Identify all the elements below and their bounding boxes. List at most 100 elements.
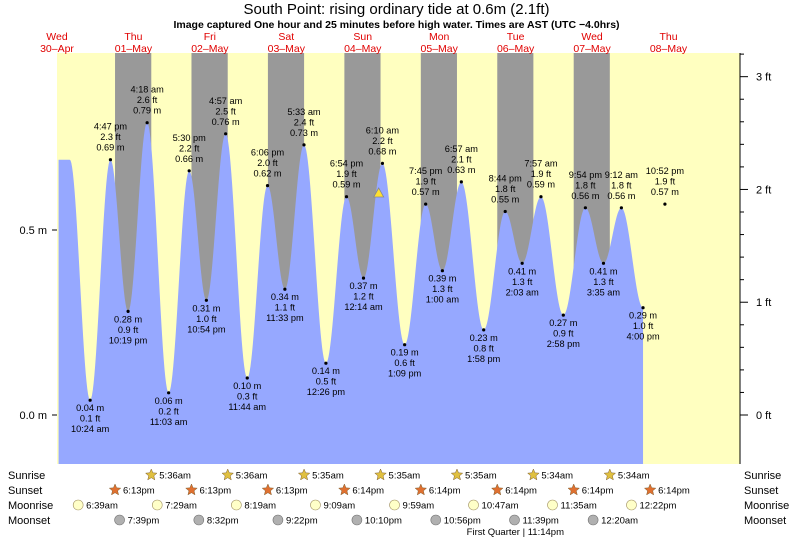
high-tide-label: 2.2 ft [372,136,393,146]
right-axis-label: 1 ft [756,297,771,309]
day-date-label: 30–Apr [40,43,74,55]
left-axis-label: 0.5 m [19,225,47,237]
moonrise-time: 9:59am [403,501,435,512]
sunset-time: 6:14pm [582,486,614,497]
moonrise-icon [151,499,163,511]
low-tide-label: 0.5 ft [316,377,337,387]
low-tide-point [601,261,606,265]
low-tide-label: 0.39 m [428,274,456,284]
high-tide-label: 1.8 ft [575,180,596,190]
low-tide-label: 1.0 ft [633,321,654,331]
high-tide-label: 2.5 ft [215,106,236,116]
low-tide-label: 0.37 m [349,281,377,291]
right-axis-label: 2 ft [756,184,771,196]
sunrise-icon [221,468,235,481]
high-tide-label: 2.4 ft [294,117,315,127]
row-label-right: Moonrise [744,500,789,512]
sunset-icon [108,483,122,496]
low-tide-point [361,276,366,280]
sunset-time: 6:13pm [123,486,155,497]
low-tide-label: 0.28 m [114,314,142,324]
moonrise-icon [626,499,637,511]
low-tide-label: 0.34 m [271,292,299,302]
high-tide-label: 0.59 m [332,180,360,190]
low-tide-label: 0.27 m [549,318,577,328]
high-tide-label: 0.73 m [290,128,318,138]
low-tide-point [440,269,444,273]
row-label-left: Sunrise [8,470,45,482]
high-tide-point [265,184,270,188]
high-tide-label: 1.9 ft [336,169,357,179]
high-tide-point [663,202,667,206]
high-tide-label: 1.9 ft [415,177,436,187]
right-axis-label: 0 ft [756,410,771,422]
low-tide-point [245,376,249,380]
low-tide-label: 1.1 ft [275,303,296,313]
sunrise-time: 5:34am [541,471,573,482]
high-tide-label: 0.76 m [212,117,240,127]
low-tide-label: 1:58 pm [467,354,501,364]
high-tide-label: 4:18 am [131,85,165,95]
low-tide-point [403,343,407,347]
left-axis-label: 0.0 m [19,410,47,422]
low-tide-point [561,313,565,317]
day-name-label: Thu [124,31,142,43]
high-tide-point [302,143,306,147]
low-tide-label: 1.2 ft [353,292,374,302]
moonset-time: 12:20am [601,516,638,527]
low-tide-label: 12:26 pm [307,387,346,397]
row-label-right: Moonset [744,515,786,527]
sunset-icon [414,483,428,496]
sunset-time: 6:14pm [352,486,384,497]
moonrise-time: 7:29am [165,501,197,512]
low-tide-point [88,398,92,402]
row-label-left: Sunset [8,485,42,497]
low-tide-label: 0.14 m [312,366,340,376]
low-tide-point [167,391,171,395]
low-tide-label: 0.19 m [391,348,419,358]
high-tide-label: 6:10 am [366,125,400,135]
high-tide-label: 2.2 ft [179,143,200,153]
row-label-right: Sunrise [744,470,781,482]
moonset-icon [587,514,599,526]
moonrise-icon [468,499,479,511]
sunrise-icon [297,468,311,481]
day-date-label: 03–May [268,43,306,55]
chart-subtitle: Image captured One hour and 25 minutes b… [173,19,620,31]
sunrise-time: 5:36am [236,471,268,482]
high-tide-point [187,169,191,173]
sunrise-icon [527,468,540,481]
high-tide-label: 0.79 m [133,106,161,116]
moonset-time: 8:32pm [207,516,239,527]
high-tide-point [583,206,587,210]
low-tide-point [641,306,645,310]
low-tide-label: 0.2 ft [158,406,179,416]
moonset-icon [351,514,363,526]
low-tide-label: 1:00 am [426,295,460,305]
day-name-label: Wed [46,31,68,43]
sunrise-icon [603,468,617,481]
low-tide-label: 10:54 pm [187,324,226,334]
high-tide-label: 2.6 ft [137,95,158,105]
sunset-icon [567,483,581,496]
low-tide-label: 2:58 pm [547,339,581,349]
sunset-time: 6:14pm [505,486,537,497]
low-tide-point [324,361,328,365]
day-date-label: 05–May [421,43,459,55]
low-tide-label: 11:33 pm [266,313,304,323]
high-tide-point [619,206,623,210]
sunrise-time: 5:34am [618,471,650,482]
high-tide-label: 9:54 pm [569,170,603,180]
current-tide-marker [373,187,385,198]
low-tide-label: 2:03 am [506,287,540,297]
moon-phase-label: First Quarter | 11:14pm [467,527,564,538]
high-tide-point [424,202,428,206]
moonset-icon [430,514,442,526]
day-date-label: 01–May [115,43,153,55]
day-date-label: 02–May [191,43,229,55]
day-date-label: 08–May [650,43,688,55]
chart-title: South Point: rising ordinary tide at 0.6… [243,1,550,18]
row-label-left: Moonrise [8,500,53,512]
high-tide-label: 5:33 am [287,107,321,117]
high-tide-label: 1.9 ft [655,177,676,187]
